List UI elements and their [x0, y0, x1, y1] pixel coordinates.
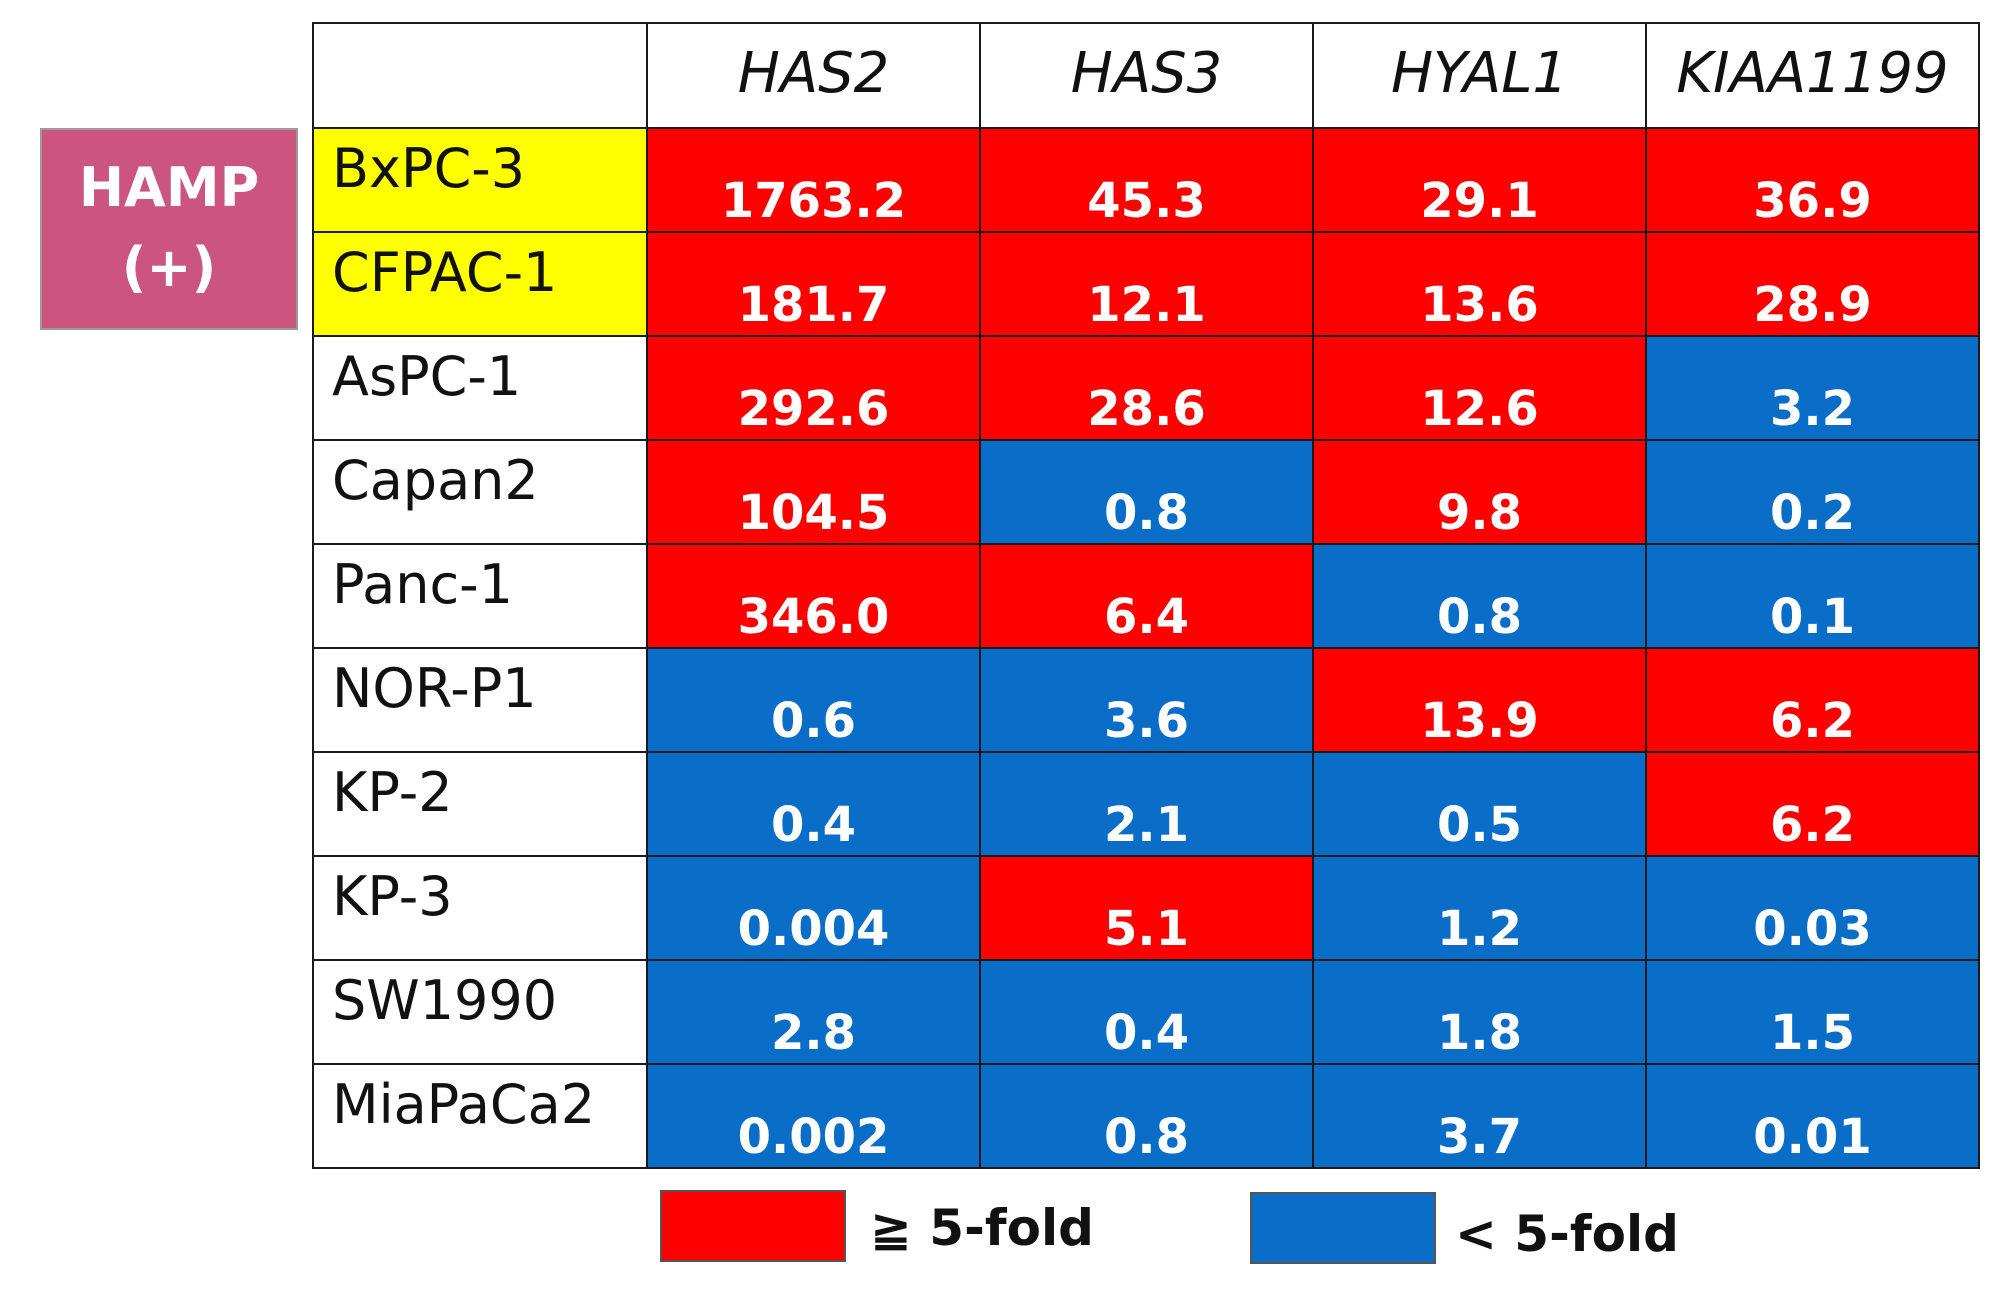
legend-label: ≧ 5-fold: [870, 1199, 1094, 1257]
column-header: HYAL1: [1312, 22, 1647, 129]
value-cell: 104.5: [646, 439, 981, 545]
value-cell: 12.1: [979, 231, 1314, 337]
value-cell: 45.3: [979, 127, 1314, 233]
value-cell: 12.6: [1312, 335, 1647, 441]
group-label-line2: (+): [121, 236, 217, 299]
row-label: AsPC-1: [312, 335, 648, 441]
legend-label: < 5-fold: [1455, 1205, 1679, 1263]
row-label: KP-2: [312, 751, 648, 857]
value-cell: 0.004: [646, 855, 981, 961]
value-cell: 13.9: [1312, 647, 1647, 753]
value-cell: 0.2: [1645, 439, 1980, 545]
hamp-positive-group-label: HAMP (+): [40, 128, 298, 330]
value-cell: 0.4: [646, 751, 981, 857]
value-cell: 0.8: [979, 1063, 1314, 1169]
value-cell: 9.8: [1312, 439, 1647, 545]
value-cell: 1.8: [1312, 959, 1647, 1065]
value-cell: 0.03: [1645, 855, 1980, 961]
row-label: NOR-P1: [312, 647, 648, 753]
value-cell: 0.5: [1312, 751, 1647, 857]
value-cell: 0.1: [1645, 543, 1980, 649]
row-label: MiaPaCa2: [312, 1063, 648, 1169]
row-label: SW1990: [312, 959, 648, 1065]
value-cell: 5.1: [979, 855, 1314, 961]
row-label: BxPC-3: [312, 127, 648, 233]
value-cell: 346.0: [646, 543, 981, 649]
value-cell: 3.7: [1312, 1063, 1647, 1169]
value-cell: 2.1: [979, 751, 1314, 857]
legend-swatch: [660, 1190, 846, 1262]
value-cell: 3.2: [1645, 335, 1980, 441]
value-cell: 181.7: [646, 231, 981, 337]
column-header: KIAA1199: [1645, 22, 1980, 129]
value-cell: 3.6: [979, 647, 1314, 753]
row-label: Capan2: [312, 439, 648, 545]
value-cell: 13.6: [1312, 231, 1647, 337]
value-cell: 0.4: [979, 959, 1314, 1065]
column-header: HAS3: [979, 22, 1314, 129]
row-label: CFPAC-1: [312, 231, 648, 337]
value-cell: 0.8: [1312, 543, 1647, 649]
value-cell: 6.4: [979, 543, 1314, 649]
group-label-line1: HAMP: [78, 156, 260, 219]
column-header: HAS2: [646, 22, 981, 129]
value-cell: 36.9: [1645, 127, 1980, 233]
value-cell: 28.6: [979, 335, 1314, 441]
value-cell: 6.2: [1645, 751, 1980, 857]
corner-cell: [312, 22, 648, 129]
value-cell: 0.6: [646, 647, 981, 753]
legend-swatch: [1250, 1192, 1436, 1264]
value-cell: 29.1: [1312, 127, 1647, 233]
value-cell: 28.9: [1645, 231, 1980, 337]
value-cell: 1763.2: [646, 127, 981, 233]
value-cell: 1.5: [1645, 959, 1980, 1065]
value-cell: 0.01: [1645, 1063, 1980, 1169]
value-cell: 0.002: [646, 1063, 981, 1169]
value-cell: 2.8: [646, 959, 981, 1065]
row-label: KP-3: [312, 855, 648, 961]
row-label: Panc-1: [312, 543, 648, 649]
value-cell: 0.8: [979, 439, 1314, 545]
value-cell: 1.2: [1312, 855, 1647, 961]
value-cell: 292.6: [646, 335, 981, 441]
value-cell: 6.2: [1645, 647, 1980, 753]
